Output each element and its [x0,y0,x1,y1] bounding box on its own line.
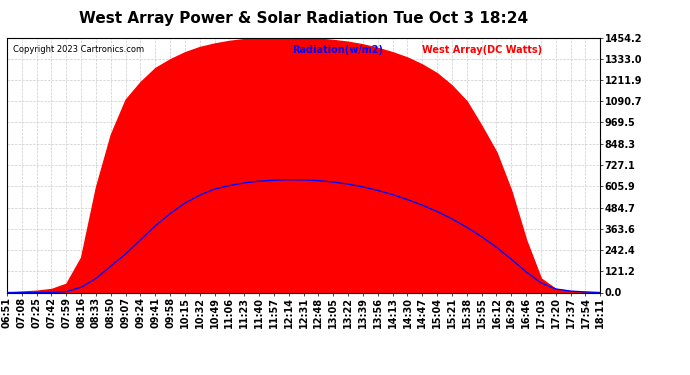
Text: Copyright 2023 Cartronics.com: Copyright 2023 Cartronics.com [13,45,144,54]
Text: Radiation(w/m2): Radiation(w/m2) [292,45,383,55]
Text: West Array(DC Watts): West Array(DC Watts) [422,45,542,55]
Text: West Array Power & Solar Radiation Tue Oct 3 18:24: West Array Power & Solar Radiation Tue O… [79,11,528,26]
